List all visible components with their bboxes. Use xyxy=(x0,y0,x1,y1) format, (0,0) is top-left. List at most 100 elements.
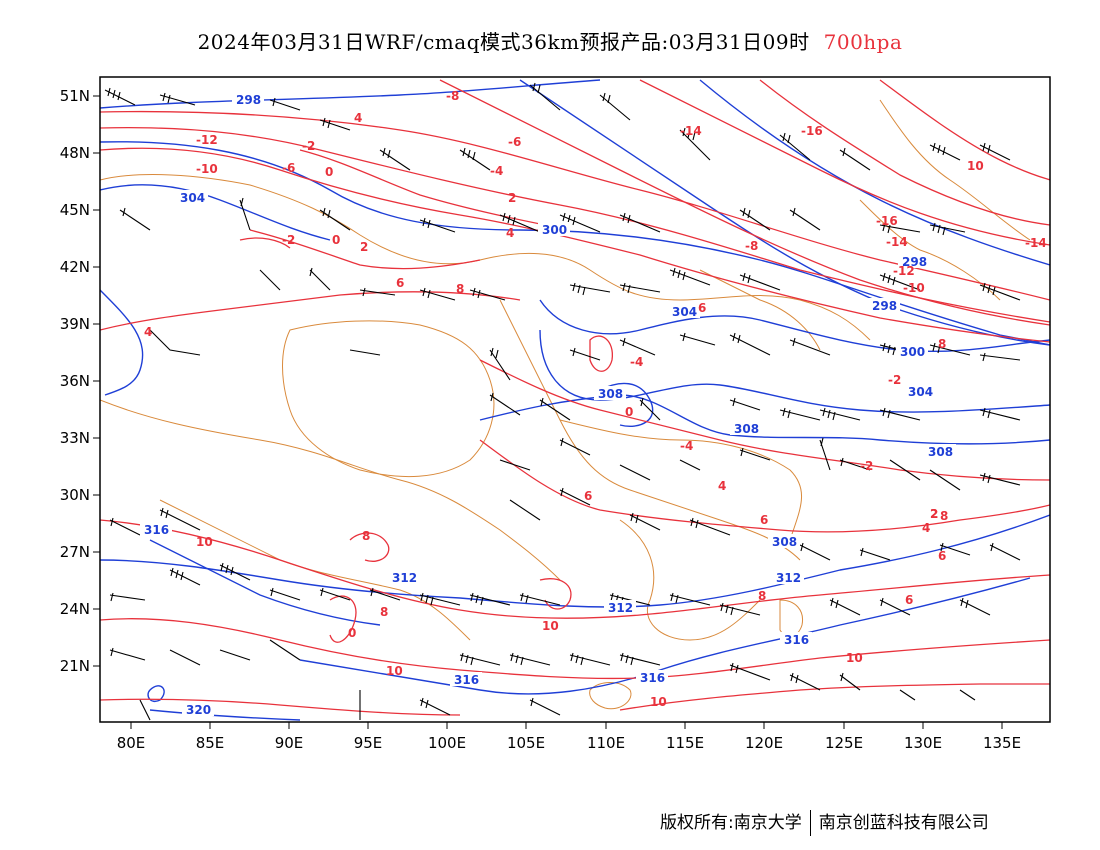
temp-label: 8 xyxy=(940,509,948,523)
temp-label: 10 xyxy=(846,651,863,665)
lon-label: 115E xyxy=(666,734,704,752)
temp-label: -4 xyxy=(680,439,693,453)
longitude-axis xyxy=(130,722,1003,729)
temp-label: 6 xyxy=(584,489,592,503)
temp-label: -14 xyxy=(1025,236,1047,250)
pressure-level: 700hpa xyxy=(823,30,903,54)
lon-label: 100E xyxy=(428,734,466,752)
height-label: 316 xyxy=(784,633,809,647)
lat-label: 39N xyxy=(60,315,90,333)
lon-label: 135E xyxy=(983,734,1021,752)
temp-label: -8 xyxy=(745,239,758,253)
height-label: 316 xyxy=(454,673,479,687)
temp-label: 10 xyxy=(650,695,667,709)
plot-frame xyxy=(99,76,1051,723)
temp-label: -12 xyxy=(893,264,915,278)
temp-label: 6 xyxy=(760,513,768,527)
height-label: 312 xyxy=(776,571,801,585)
temp-label: -14 xyxy=(886,235,908,249)
lon-label: 105E xyxy=(507,734,545,752)
temp-label: -14 xyxy=(680,124,702,138)
lat-label: 21N xyxy=(60,657,90,675)
temp-label: 8 xyxy=(362,529,370,543)
temperature-contours xyxy=(100,79,1050,716)
lat-label: 45N xyxy=(60,201,90,219)
temp-label: 6 xyxy=(396,276,404,290)
footer-credits: 版权所有:南京大学 南京创蓝科技有限公司 xyxy=(660,808,989,836)
height-label: 308 xyxy=(734,422,759,436)
height-contours xyxy=(100,79,1050,721)
height-label: 312 xyxy=(392,571,417,585)
copyright-text: 版权所有:南京大学 xyxy=(660,813,802,833)
lon-label: 85E xyxy=(196,734,225,752)
height-label: 300 xyxy=(900,345,925,359)
height-label: 320 xyxy=(186,703,211,717)
temp-label: 4 xyxy=(922,521,930,535)
lat-label: 27N xyxy=(60,543,90,561)
lat-label: 42N xyxy=(60,258,90,276)
height-label: 316 xyxy=(640,671,665,685)
title-main: 2024年03月31日WRF/cmaq模式36km预报产品:03月31日09时 xyxy=(197,30,810,54)
temp-label: -16 xyxy=(801,124,823,138)
temp-label: 0 xyxy=(348,626,356,640)
temp-label: 4 xyxy=(144,325,152,339)
height-label: 304 xyxy=(672,305,697,319)
temp-label: -10 xyxy=(903,281,925,295)
temp-label: -4 xyxy=(490,164,503,178)
height-label: 298 xyxy=(902,255,927,269)
temp-label: -4 xyxy=(630,355,643,369)
height-label: 308 xyxy=(928,445,953,459)
temperature-labels: -8 -6 -2 0 2 4 -4 -12 -10 -16 -14 -16 -1… xyxy=(144,89,1047,709)
lat-label: 51N xyxy=(60,87,90,105)
temp-label: 8 xyxy=(938,337,946,351)
lon-label: 120E xyxy=(745,734,783,752)
height-label: 308 xyxy=(772,535,797,549)
wind-barbs xyxy=(104,82,1021,721)
temp-label: -2 xyxy=(282,233,295,247)
temp-label: 10 xyxy=(542,619,559,633)
height-label: 298 xyxy=(236,93,261,107)
boundary-lines xyxy=(100,99,1031,710)
lon-label: 95E xyxy=(354,734,383,752)
temp-label: 2 xyxy=(360,240,368,254)
lon-label: 80E xyxy=(117,734,146,752)
footer-divider xyxy=(809,810,811,836)
lon-label: 90E xyxy=(275,734,304,752)
temp-label: 10 xyxy=(967,159,984,173)
company-text: 南京创蓝科技有限公司 xyxy=(818,813,989,833)
temp-label: -2 xyxy=(860,459,873,473)
temp-label: 0 xyxy=(325,165,333,179)
temp-label: -10 xyxy=(196,162,218,176)
temp-label: -8 xyxy=(446,89,459,103)
temp-label: 0 xyxy=(332,233,340,247)
temp-label: 2 xyxy=(930,507,938,521)
temp-label: -6 xyxy=(508,135,521,149)
temp-label: 6 xyxy=(698,301,706,315)
temp-label: 8 xyxy=(380,605,388,619)
temp-label: 8 xyxy=(758,589,766,603)
temp-label: -12 xyxy=(196,133,218,147)
lat-label: 33N xyxy=(60,429,90,447)
chart-title: 2024年03月31日WRF/cmaq模式36km预报产品:03月31日09时 7… xyxy=(0,26,1100,55)
temp-label: -2 xyxy=(888,373,901,387)
height-label: 304 xyxy=(908,385,933,399)
height-label: 316 xyxy=(144,523,169,537)
height-label: 300 xyxy=(542,223,567,237)
temp-label: -16 xyxy=(876,214,898,228)
temp-label: 6 xyxy=(905,593,913,607)
lat-label: 36N xyxy=(60,372,90,390)
lat-label: 30N xyxy=(60,486,90,504)
latitude-axis xyxy=(93,95,100,667)
temp-label: 10 xyxy=(196,535,213,549)
height-label: 312 xyxy=(608,601,633,615)
temp-label: 4 xyxy=(718,479,726,493)
height-label: 308 xyxy=(598,387,623,401)
temp-label: 4 xyxy=(506,226,514,240)
height-labels: 298 304 300 304 298 298 308 308 312 312 … xyxy=(140,92,956,717)
lon-label: 110E xyxy=(587,734,625,752)
lat-label: 24N xyxy=(60,600,90,618)
temp-label: -6 xyxy=(282,161,295,175)
temp-label: 2 xyxy=(930,507,938,521)
height-label: 304 xyxy=(180,191,205,205)
